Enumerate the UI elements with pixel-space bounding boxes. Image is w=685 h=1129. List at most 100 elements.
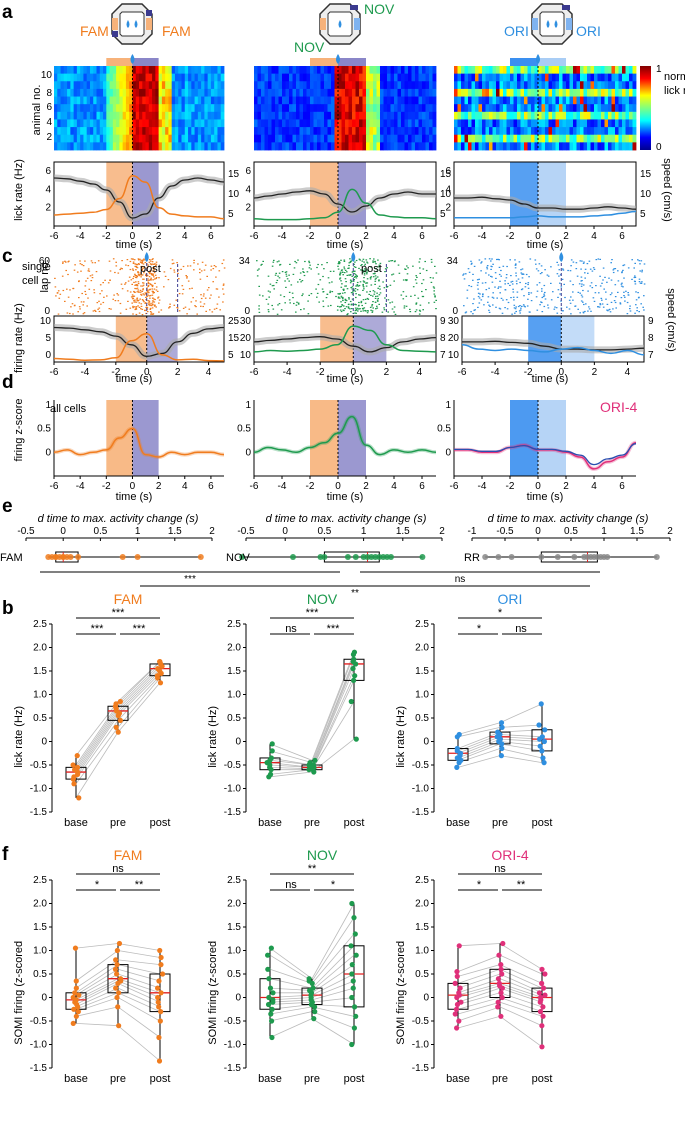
heatmap-cell — [57, 119, 61, 128]
heatmap-cell — [404, 111, 409, 120]
heatmap-cell — [207, 127, 212, 136]
heatmap-cell — [587, 142, 591, 151]
raster-tick — [488, 274, 490, 276]
heatmap-cell — [112, 88, 117, 97]
heatmap-cell — [204, 104, 209, 113]
raster-tick — [98, 300, 100, 302]
heatmap-cell — [622, 104, 626, 113]
raster-tick — [94, 309, 96, 311]
raster-tick — [140, 276, 142, 278]
e-title-fam: d time to max. activity change (s) — [38, 513, 199, 525]
y-tick-label: 0.5 — [415, 969, 429, 980]
heatmap-cell — [461, 119, 465, 128]
heatmap-cell — [86, 127, 91, 136]
heatmap-cell — [615, 96, 619, 105]
raster-tick — [366, 261, 368, 263]
heatmap-cell — [125, 104, 130, 113]
x-tick-label: 4 — [625, 367, 631, 378]
data-point — [268, 945, 274, 951]
heatmap-cell — [152, 127, 156, 136]
raster-tick — [498, 266, 501, 268]
heatmap-cell — [93, 127, 97, 136]
raster-tick — [519, 281, 521, 284]
raster-tick — [362, 280, 365, 282]
heatmap-cell — [562, 142, 567, 151]
heatmap-cell — [197, 111, 202, 120]
heatmap-cell — [531, 96, 535, 105]
raster-tick — [620, 297, 623, 299]
heatmap-cell — [292, 73, 297, 82]
heatmap-cell — [306, 88, 311, 97]
raster-tick — [199, 272, 201, 274]
heatmap-cell — [471, 127, 476, 136]
heatmap-cell — [201, 81, 205, 90]
heatmap-cell — [338, 81, 342, 90]
raster-tick — [588, 306, 590, 308]
heatmap-cell — [594, 73, 598, 82]
heatmap-cell — [197, 142, 202, 151]
heatmap-cell — [524, 73, 528, 82]
data-point — [116, 1023, 122, 1029]
heatmap-cell — [369, 142, 374, 151]
raster-tick — [477, 282, 479, 284]
heatmap-cell — [289, 127, 293, 136]
heatmap-cell — [129, 111, 133, 120]
heatmap-cell — [425, 66, 430, 75]
y-tick-label: 2.0 — [227, 899, 241, 910]
heatmap-cell — [80, 119, 84, 128]
raster-tick — [149, 271, 152, 273]
raster-tick — [537, 270, 540, 272]
raster-tick — [347, 307, 350, 309]
raster-tick — [536, 290, 539, 292]
heatmap-cell — [161, 134, 166, 143]
heatmap-cell — [594, 111, 598, 120]
raster-tick — [607, 310, 609, 312]
sig-label: *** — [91, 623, 105, 635]
heatmap-cell — [352, 66, 356, 75]
raster-tick — [525, 273, 528, 276]
heatmap-cell — [478, 142, 483, 151]
heatmap-cell — [359, 66, 363, 75]
heatmap-cell — [604, 104, 609, 113]
heatmap-cell — [482, 96, 486, 105]
heatmap-cell — [415, 73, 419, 82]
raster-tick — [614, 268, 617, 270]
raster-tick — [129, 307, 132, 309]
x-tick-label: 0 — [335, 231, 341, 242]
raster-tick — [142, 288, 144, 290]
raster-tick — [258, 308, 260, 310]
raster-tick — [579, 312, 581, 314]
heatmap-cell — [109, 96, 114, 105]
raster-tick — [66, 312, 69, 314]
raster-tick — [288, 291, 291, 293]
heatmap-cell — [355, 119, 360, 128]
heatmap-cell — [86, 104, 91, 113]
raster-tick — [278, 277, 281, 279]
heatmap-cell — [464, 134, 469, 143]
raster-tick — [478, 302, 481, 304]
category-label: post — [150, 1073, 171, 1085]
raster-tick — [82, 265, 85, 267]
heatmap-cell — [327, 81, 332, 90]
raster-tick — [116, 293, 118, 295]
raster-tick — [521, 288, 524, 290]
raster-tick — [510, 275, 512, 277]
heatmap-cell — [580, 66, 584, 75]
raster-tick — [482, 294, 484, 296]
raster-tick — [71, 303, 74, 305]
raster-tick — [393, 280, 395, 282]
heatmap-cell — [306, 111, 311, 120]
heatmap-cell — [201, 134, 205, 143]
heatmap-cell — [341, 104, 346, 113]
heatmap-cell — [601, 119, 605, 128]
data-point — [541, 738, 547, 745]
raster-tick — [137, 283, 140, 285]
raster-tick — [158, 277, 160, 279]
fr-y-tick: 0 — [45, 350, 51, 361]
heatmap-cell — [99, 104, 104, 113]
heatmap-cell — [534, 142, 539, 151]
raster-tick — [138, 302, 141, 304]
heatmap-cell — [165, 127, 169, 136]
heatmap-cell — [548, 81, 553, 90]
raster-tick — [519, 309, 522, 311]
